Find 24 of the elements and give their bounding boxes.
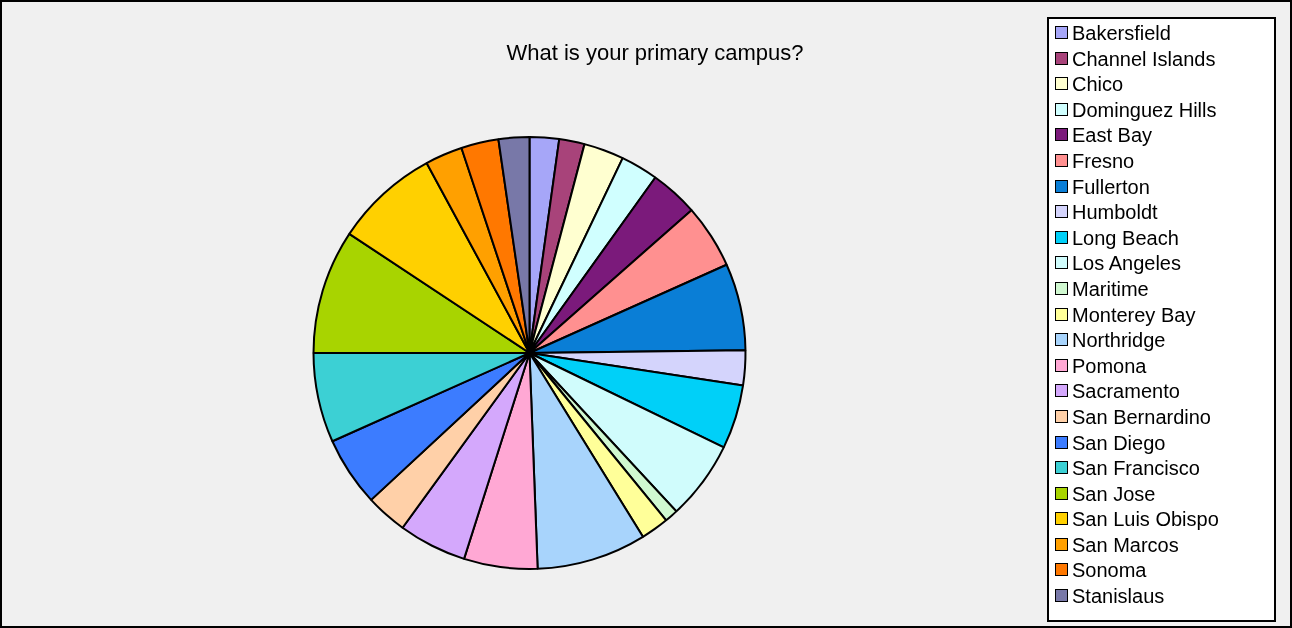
legend-label: East Bay xyxy=(1071,123,1154,149)
legend-label: Humboldt xyxy=(1071,200,1159,226)
legend-label: Dominguez Hills xyxy=(1071,97,1218,123)
legend-label: Stanislaus xyxy=(1071,584,1166,610)
legend-label: Sonoma xyxy=(1071,558,1148,584)
legend-label: Monterey Bay xyxy=(1071,302,1197,328)
legend-label: San Diego xyxy=(1071,430,1167,456)
legend-label: Fresno xyxy=(1071,148,1136,174)
text: What is your primary campus? xyxy=(505,40,805,66)
legend-label: Northridge xyxy=(1071,328,1167,354)
legend-label: Los Angeles xyxy=(1071,251,1182,277)
legend-label: Chico xyxy=(1071,72,1125,98)
legend-label: San Jose xyxy=(1071,481,1157,507)
legend-label: San Marcos xyxy=(1071,532,1180,558)
legend-label: Fullerton xyxy=(1071,174,1151,200)
legend-label: San Francisco xyxy=(1071,456,1201,482)
legend-label: Long Beach xyxy=(1071,225,1180,251)
legend-label: Sacramento xyxy=(1071,379,1181,405)
legend-label: Bakersfield xyxy=(1071,21,1172,46)
legend-label: San Bernardino xyxy=(1071,404,1212,430)
legend-label: San Luis Obispo xyxy=(1071,507,1220,533)
legend-label: Maritime xyxy=(1071,276,1150,302)
legend-label: Pomona xyxy=(1071,353,1148,379)
legend-label: Channel Islands xyxy=(1071,46,1217,72)
